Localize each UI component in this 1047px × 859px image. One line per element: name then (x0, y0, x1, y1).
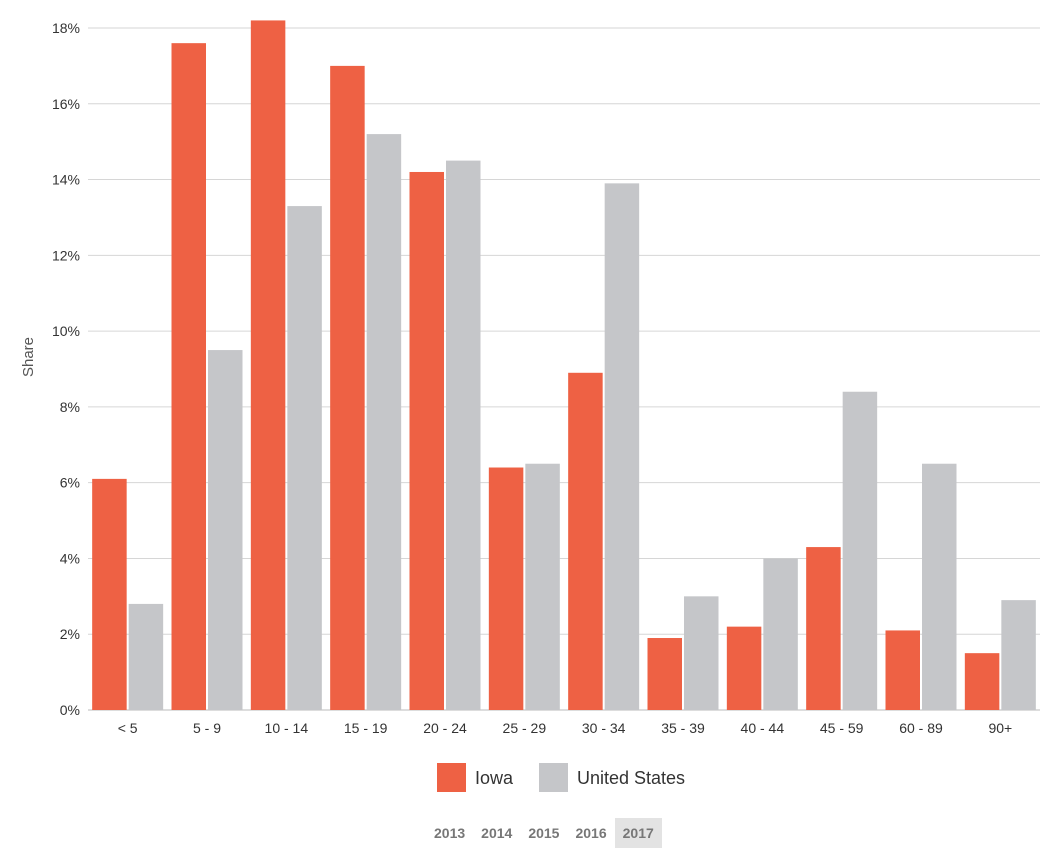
bar-iowa[interactable] (250, 20, 286, 710)
bar-iowa[interactable] (726, 626, 762, 710)
x-tick-label: 40 - 44 (741, 720, 785, 736)
x-tick-label: 15 - 19 (344, 720, 388, 736)
bar-iowa[interactable] (647, 638, 683, 710)
legend-swatch (437, 763, 466, 792)
bar-united-states[interactable] (922, 463, 957, 710)
x-tick-label: 45 - 59 (820, 720, 864, 736)
x-tick-label: 20 - 24 (423, 720, 467, 736)
bar-iowa[interactable] (806, 547, 841, 710)
x-tick-label: < 5 (118, 720, 138, 736)
y-tick-label: 2% (60, 626, 80, 642)
legend-swatch (539, 763, 568, 792)
year-tab-2017[interactable]: 2017 (614, 818, 662, 848)
legend[interactable]: Iowa United States (437, 763, 685, 792)
gridlines (88, 27, 1040, 711)
bar-united-states[interactable] (446, 160, 481, 711)
x-tick-label: 5 - 9 (193, 720, 221, 736)
legend-item-united-states[interactable]: United States (539, 763, 685, 792)
bar-united-states[interactable] (604, 183, 640, 710)
bar-united-states[interactable] (842, 391, 878, 710)
bar-united-states[interactable] (525, 463, 560, 710)
bar-united-states[interactable] (684, 596, 719, 710)
bar-united-states[interactable] (366, 134, 402, 711)
legend-label: United States (577, 768, 685, 788)
bar-iowa[interactable] (488, 467, 524, 710)
x-axis-ticks: < 5 5 - 9 10 - 14 15 - 19 20 - 24 25 - 29 30 -… (118, 720, 1012, 736)
y-tick-label: 18% (52, 20, 80, 36)
y-tick-label: 12% (52, 247, 80, 263)
x-tick-label: 90+ (988, 720, 1012, 736)
y-tick-label: 10% (52, 323, 80, 339)
bar-iowa[interactable] (92, 478, 127, 710)
bar-united-states[interactable] (763, 558, 798, 710)
bar-iowa[interactable] (885, 630, 921, 710)
x-tick-label: 35 - 39 (661, 720, 705, 736)
bar-united-states[interactable] (1001, 600, 1036, 710)
bar-iowa[interactable] (568, 372, 603, 710)
bar-united-states[interactable] (208, 350, 243, 710)
bar-iowa[interactable] (964, 653, 1000, 710)
y-axis-title: Share (20, 337, 37, 377)
bar-iowa[interactable] (171, 43, 207, 710)
y-tick-label: 8% (60, 399, 80, 415)
bar-chart: 0% 2% 4% 6% 8% 10% 12% 14% 16% 18% < 5 5 - 9 10 - 1… (20, 20, 1040, 792)
y-tick-label: 4% (60, 550, 80, 566)
year-tab-2013[interactable]: 2013 (434, 825, 466, 841)
year-selector: 2013 2014 2015 2016 2017 (426, 818, 662, 848)
x-tick-label: 30 - 34 (582, 720, 626, 736)
legend-label: Iowa (475, 768, 514, 788)
bar-iowa[interactable] (409, 171, 445, 710)
bars (92, 20, 1036, 711)
y-tick-label: 14% (52, 172, 80, 188)
x-tick-label: 25 - 29 (503, 720, 547, 736)
y-axis-ticks: 0% 2% 4% 6% 8% 10% 12% 14% 16% 18% (52, 20, 80, 718)
x-tick-label: 60 - 89 (899, 720, 943, 736)
y-tick-label: 16% (52, 96, 80, 112)
year-tab-2014[interactable]: 2014 (481, 825, 513, 841)
y-tick-label: 0% (60, 702, 80, 718)
bar-united-states[interactable] (287, 206, 322, 711)
x-tick-label: 10 - 14 (265, 720, 309, 736)
year-tab-2016[interactable]: 2016 (575, 825, 607, 841)
year-tab-2015[interactable]: 2015 (528, 825, 560, 841)
bar-iowa[interactable] (330, 65, 365, 710)
y-tick-label: 6% (60, 475, 80, 491)
bar-united-states[interactable] (128, 603, 164, 710)
legend-item-iowa[interactable]: Iowa (437, 763, 514, 792)
